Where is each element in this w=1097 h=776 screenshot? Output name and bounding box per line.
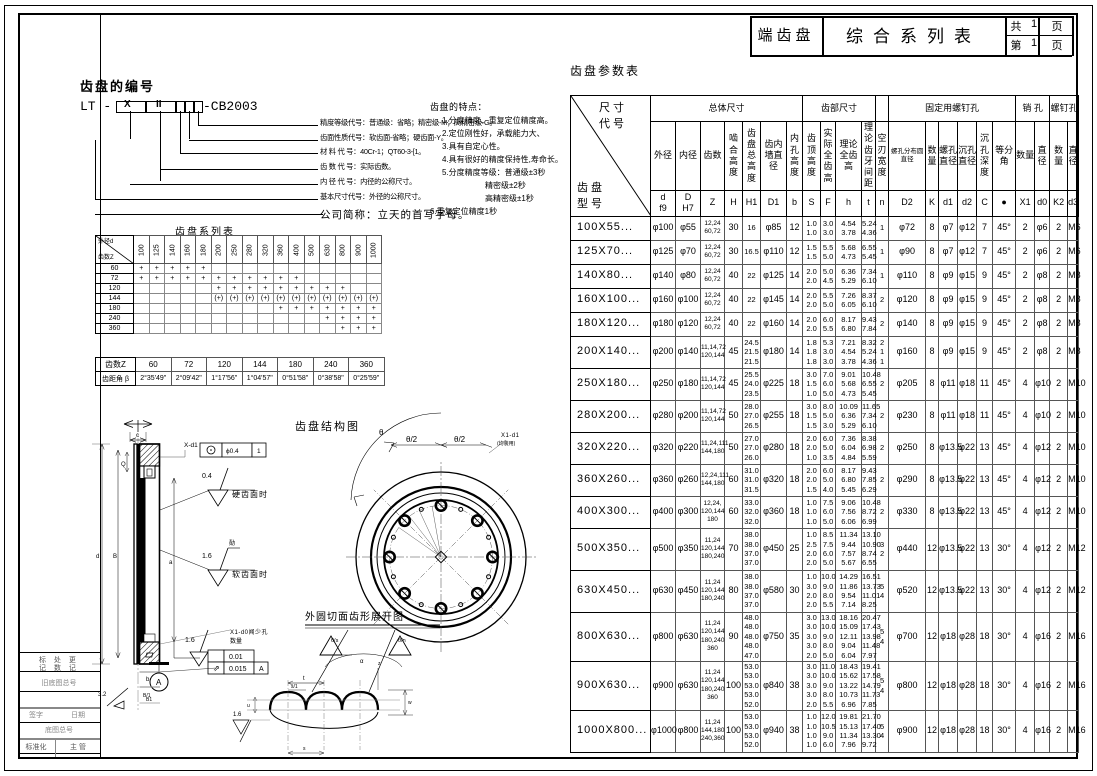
svg-text:1: 1 — [257, 448, 261, 455]
svg-text:0.4: 0.4 — [202, 473, 212, 480]
svg-text:勣: 勣 — [229, 539, 235, 547]
svg-text:A: A — [156, 678, 162, 687]
svg-text:X1-d1: X1-d1 — [501, 433, 520, 439]
svg-text:1.6: 1.6 — [202, 553, 212, 560]
svg-text:⇗: ⇗ — [213, 664, 220, 673]
svg-text:硬齿面时: 硬齿面时 — [232, 489, 268, 499]
svg-text:3.2: 3.2 — [98, 692, 107, 698]
svg-text:d: d — [96, 554, 99, 560]
svg-text:θ/2: θ/2 — [406, 435, 418, 444]
svg-text:(均装用): (均装用) — [497, 440, 516, 447]
svg-text:B: B — [113, 554, 117, 560]
svg-text:Q: Q — [121, 462, 126, 468]
svg-text:t: t — [303, 676, 305, 682]
svg-text:c: c — [136, 433, 139, 439]
svg-text:ϕ0.4: ϕ0.4 — [226, 448, 239, 455]
svg-text:软齿面时: 软齿面时 — [232, 569, 268, 579]
svg-text:b: b — [146, 677, 150, 683]
svg-text:外圆切面齿形展开图: 外圆切面齿形展开图 — [305, 611, 404, 623]
svg-text:θ/s: θ/s — [331, 638, 339, 644]
svg-text:X-d1: X-d1 — [184, 442, 198, 449]
svg-text:θ/2: θ/2 — [454, 435, 466, 444]
svg-text:θ: θ — [379, 428, 384, 437]
svg-text:1.6: 1.6 — [233, 712, 242, 718]
svg-text:α: α — [360, 659, 364, 665]
svg-text:s/1: s/1 — [291, 684, 298, 690]
svg-text:w: w — [408, 700, 412, 706]
svg-text:a: a — [169, 560, 173, 566]
svg-text:s: s — [303, 746, 306, 752]
svg-text:θ/n: θ/n — [398, 638, 406, 644]
svg-text:u: u — [247, 703, 250, 709]
svg-text:B1: B1 — [146, 697, 152, 703]
